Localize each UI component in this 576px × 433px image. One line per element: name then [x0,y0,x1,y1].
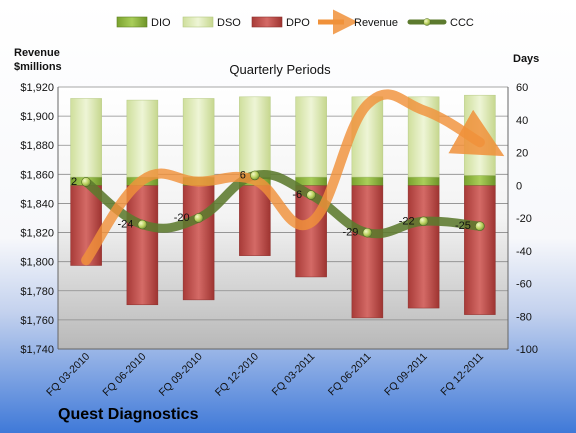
left-axis-title-line2: $millions [14,61,62,73]
right-axis-title: Days [513,53,539,65]
left-axis-title-line1: Revenue [14,47,60,59]
dio-bar [464,175,496,186]
left-tick-label: $1,780 [20,286,54,298]
legend: DIO DSO DPO Revenue CCC [116,9,474,35]
revenue-line [81,89,505,266]
ccc-data-label: -24 [117,219,133,231]
dso-bar [70,98,102,178]
company-name: Quest Diagnostics [58,406,199,423]
ccc-marker [475,221,485,231]
left-tick-label: $1,920 [20,82,54,94]
legend-label-dso: DSO [217,17,241,29]
ccc-marker [81,177,91,187]
dpo-bar [351,185,384,319]
right-tick-label: 0 [516,180,522,192]
ccc-data-label: -6 [292,189,302,201]
dpo-bar [407,185,440,309]
left-tick-label: $1,760 [20,315,54,327]
dso-bar [295,96,327,178]
right-tick-label: 40 [516,115,528,127]
lines: 2 -24 -20 6 -6 -29 -22 -25 [71,89,505,266]
right-tick-label: 60 [516,82,528,94]
legend-swatch-dpo [251,16,283,28]
dpo-bar [182,185,215,301]
dpo-bar [239,185,271,256]
left-tick-label: $1,740 [20,344,54,356]
ccc-data-label: 6 [240,169,246,181]
left-tick-label: $1,900 [20,111,54,123]
dso-bar [239,96,271,178]
ccc-data-label: -29 [342,227,358,239]
ccc-data-label: 2 [71,176,77,188]
right-tick-label: -80 [516,311,532,323]
legend-label-revenue: Revenue [354,17,398,29]
ccc-marker [306,190,316,200]
legend-label-ccc: CCC [450,17,474,29]
right-tick-label: 20 [516,148,528,160]
dpo-bar [126,185,159,306]
chart-subtitle: Quarterly Periods [229,62,331,77]
ccc-marker [193,213,204,223]
dio-bar [351,176,384,186]
ccc-marker [362,227,373,238]
left-tick-label: $1,880 [20,140,54,152]
dpo-bar [464,185,496,315]
ccc-data-label: -22 [399,215,415,227]
dso-bar [126,99,159,178]
left-tick-label: $1,820 [20,228,54,240]
legend-swatch-dso [182,16,214,28]
right-tick-label: -60 [516,279,532,291]
right-tick-label: -100 [516,344,538,356]
left-tick-label: $1,860 [20,169,54,181]
left-tick-label: $1,840 [20,198,54,210]
dso-bar [182,98,215,178]
right-tick-label: -20 [516,213,532,225]
dio-bar [407,176,440,186]
ccc-data-label: -25 [455,220,471,232]
ccc-marker [418,216,429,227]
legend-marker-ccc [423,18,431,26]
ccc-data-label: -20 [174,212,190,224]
legend-label-dio: DIO [151,17,171,29]
legend-swatch-dio [116,16,148,28]
ccc-marker [250,170,260,181]
left-tick-label: $1,800 [20,257,54,269]
legend-label-dpo: DPO [286,17,310,29]
ccc-marker [137,219,148,230]
right-tick-label: -40 [516,246,532,258]
